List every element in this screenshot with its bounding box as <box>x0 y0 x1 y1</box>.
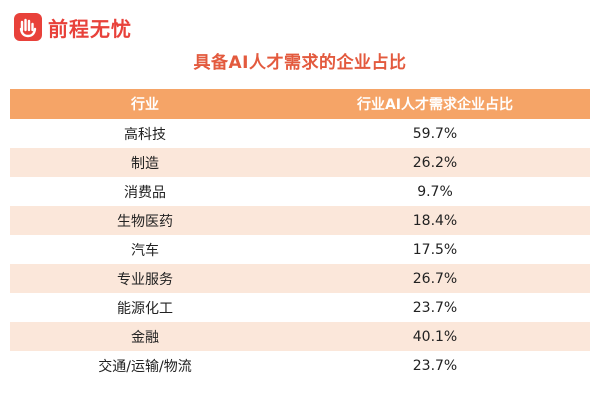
table-body: 高科技 59.7% 制造 26.2% 消费品 9.7% 生物医药 18.4% 汽车 17.5% 专业… <box>10 119 590 380</box>
cell-share: 26.7% <box>412 270 458 287</box>
cell-share: 59.7% <box>412 125 458 142</box>
cell-share: 17.5% <box>412 241 458 258</box>
data-table: 行业 行业AI人才需求企业占比 高科技 59.7% 制造 26.2% 消费品 9.7% 生物… <box>10 89 590 380</box>
column-header-share: 行业AI人才需求企业占比 <box>356 97 514 113</box>
table-row: 汽车 17.5% <box>10 235 590 264</box>
cell-industry: 专业服务 <box>117 271 173 288</box>
table-row: 专业服务 26.7% <box>10 264 590 293</box>
table-row: 能源化工 23.7% <box>10 293 590 322</box>
table-row: 消费品 9.7% <box>10 177 590 206</box>
cell-industry: 金融 <box>131 329 159 346</box>
cell-industry: 汽车 <box>131 242 159 259</box>
hand-logo-icon <box>14 13 42 41</box>
cell-share: 23.7% <box>412 357 458 374</box>
cell-industry: 消费品 <box>124 184 166 201</box>
table-row: 高科技 59.7% <box>10 119 590 148</box>
brand-name: 前程无忧 <box>48 16 132 41</box>
table-title: 具备AI人才需求的企业占比 <box>193 53 407 73</box>
table-row: 金融 40.1% <box>10 322 590 351</box>
cell-share: 26.2% <box>412 154 458 171</box>
cell-share: 18.4% <box>412 212 458 229</box>
table-row: 交通/运输/物流 23.7% <box>10 351 590 380</box>
cell-share: 9.7% <box>417 183 453 200</box>
cell-share: 23.7% <box>412 299 458 316</box>
table-row: 生物医药 18.4% <box>10 206 590 235</box>
cell-share: 40.1% <box>412 328 458 345</box>
cell-industry: 制造 <box>131 155 159 172</box>
cell-industry: 交通/运输/物流 <box>98 358 192 375</box>
column-header-industry: 行业 <box>131 97 159 113</box>
cell-industry: 高科技 <box>124 126 166 143</box>
brand: 前程无忧 <box>14 10 132 44</box>
cell-industry: 生物医药 <box>117 213 173 230</box>
cell-industry: 能源化工 <box>117 300 173 317</box>
table-row: 制造 26.2% <box>10 148 590 177</box>
table-header: 行业 行业AI人才需求企业占比 <box>10 89 590 119</box>
